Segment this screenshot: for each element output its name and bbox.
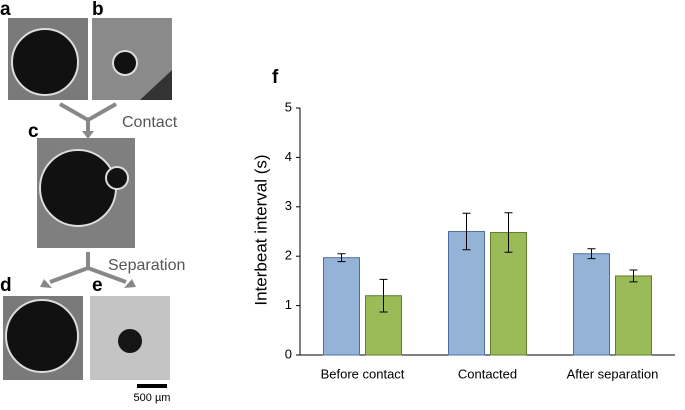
merge-arrow xyxy=(59,102,117,132)
bar xyxy=(323,257,360,356)
error-bar xyxy=(587,248,596,260)
y-tick-label: 4 xyxy=(285,149,292,164)
bar xyxy=(615,275,652,356)
x-tick-label: Before contact xyxy=(321,366,405,381)
arrowhead xyxy=(82,131,94,139)
panel-label: d xyxy=(0,275,12,296)
error-bar xyxy=(337,253,346,263)
y-axis-title: Interbeat interval (s) xyxy=(251,154,270,305)
sphere xyxy=(5,299,79,373)
error-bar xyxy=(462,212,471,251)
y-tick-label: 1 xyxy=(285,297,292,312)
y-tick-label: 0 xyxy=(285,346,292,361)
arrow-label: Contact xyxy=(122,114,178,131)
bar xyxy=(448,231,485,356)
image-corner xyxy=(140,70,172,100)
panel-label: b xyxy=(92,0,104,20)
arrow-label: Separation xyxy=(108,257,185,274)
sphere xyxy=(39,149,117,227)
sphere xyxy=(105,166,129,190)
x-tick-label: After separation xyxy=(567,366,659,381)
y-tick-label: 3 xyxy=(285,198,292,213)
x-tick-label: Contacted xyxy=(458,366,517,381)
sphere xyxy=(118,329,142,353)
micrographs xyxy=(3,18,172,388)
sphere xyxy=(112,50,138,76)
panel-label: f xyxy=(272,67,279,88)
error-bar xyxy=(379,278,388,313)
scale-label: 500 µm xyxy=(134,392,171,404)
y-tick-label: 2 xyxy=(285,248,292,263)
arrowhead xyxy=(40,279,52,288)
bar xyxy=(490,231,527,356)
panel-label: c xyxy=(28,121,39,142)
error-bar xyxy=(629,269,638,283)
error-bar xyxy=(504,212,513,253)
bar xyxy=(573,253,610,356)
split-arrow xyxy=(49,252,127,284)
arrowhead xyxy=(124,279,136,288)
y-tick-label: 5 xyxy=(285,99,292,114)
panel-label: e xyxy=(92,275,103,296)
arrows xyxy=(49,102,127,284)
panel-label: a xyxy=(0,0,11,20)
sphere xyxy=(11,28,79,96)
